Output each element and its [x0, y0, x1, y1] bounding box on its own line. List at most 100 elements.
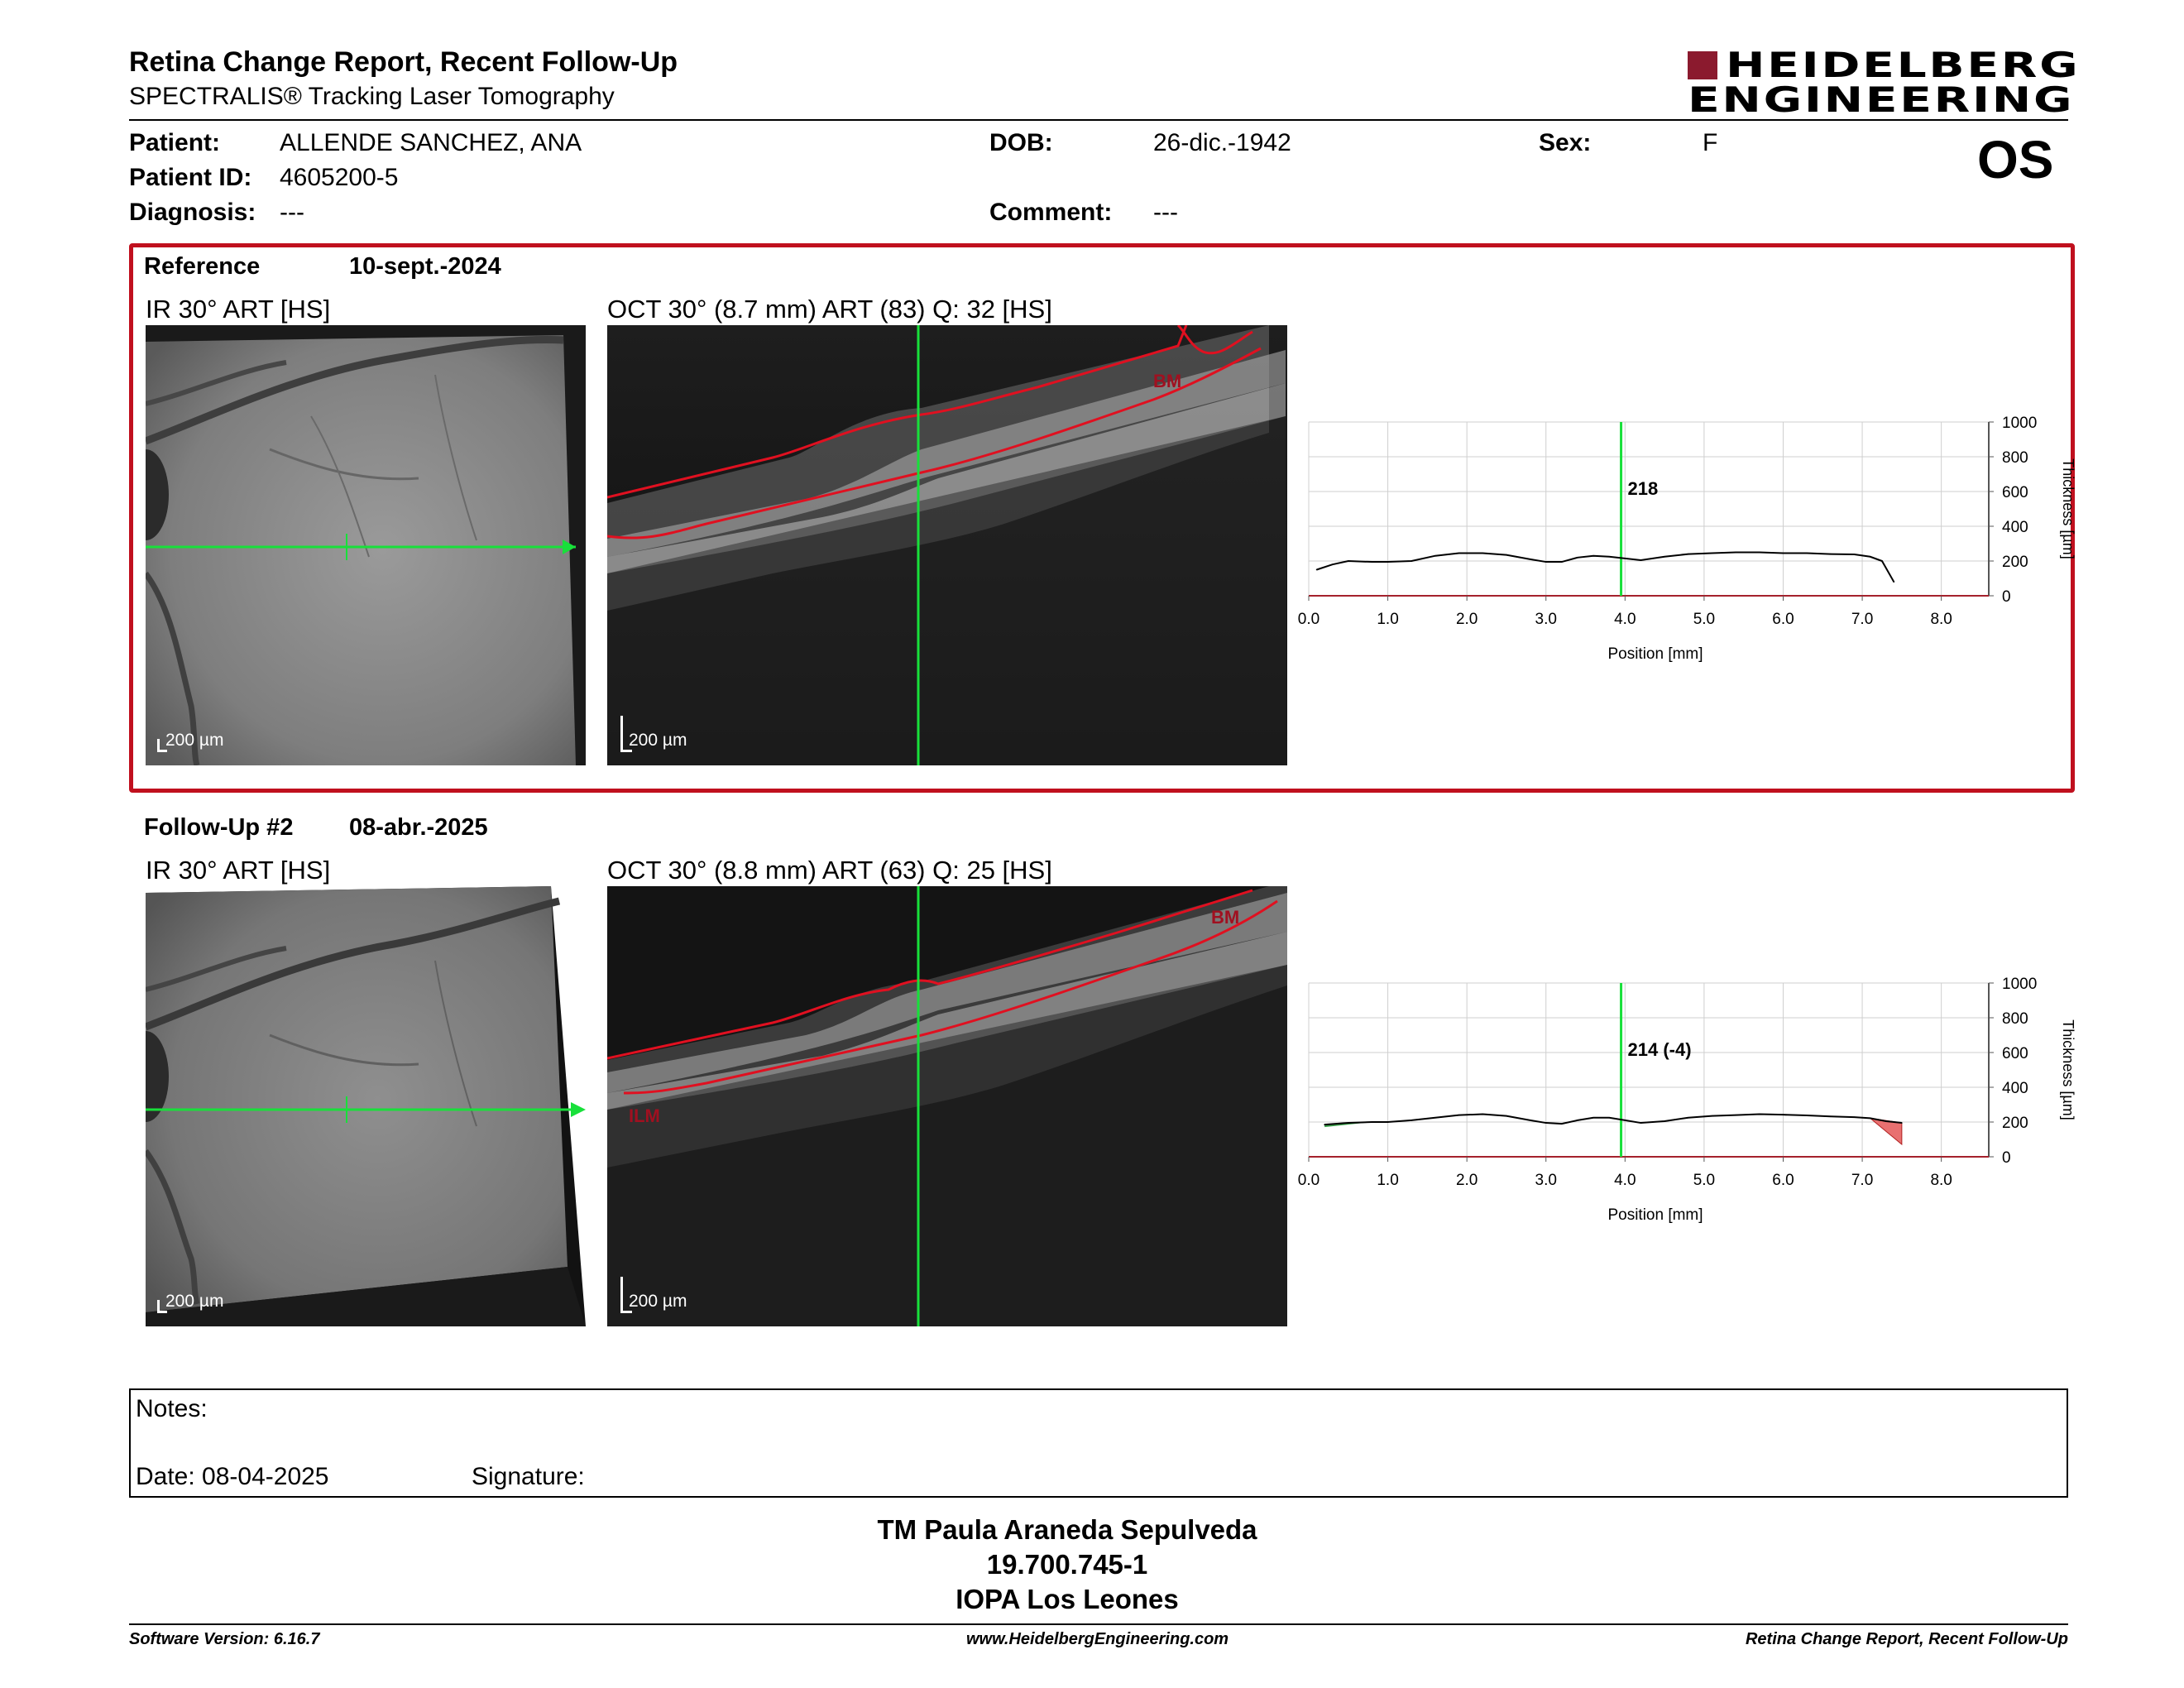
y-tick-label: 600	[2002, 1045, 2028, 1062]
thickness-data-point	[1640, 559, 1642, 561]
report-subtitle: SPECTRALIS® Tracking Laser Tomography	[129, 83, 615, 110]
logo-square-icon	[1688, 51, 1717, 79]
x-tick-label: 1.0	[1377, 1172, 1398, 1189]
x-tick-label: 5.0	[1693, 1172, 1715, 1189]
thickness-data-point	[1482, 1113, 1484, 1115]
reference-thickness-graph: 0.0 1.0 2.0 3.0 4.0 5.0 6.0 7.0 8.0 0 200 400 600 800…	[1298, 409, 2081, 674]
thickness-data-point	[1608, 555, 1611, 558]
thickness-data-point	[1592, 1116, 1594, 1119]
followup-oct-image: BM ILM 200 µm	[607, 886, 1287, 1326]
footer-software: Software Version: 6.16.7	[129, 1630, 320, 1648]
notes-box[interactable]	[129, 1388, 2068, 1498]
y-axis-label: Thickness [µm]	[2060, 1019, 2076, 1120]
reference-oct-caption: OCT 30° (8.7 mm) ART (83) Q: 32 [HS]	[607, 295, 1052, 324]
logo-line-2: ENGINEERING	[1688, 83, 2184, 117]
patient-id-value: 4605200-5	[280, 164, 399, 191]
thickness-data-point	[1410, 560, 1413, 562]
scale-bar-icon	[157, 1300, 167, 1313]
thickness-data-point	[1711, 1115, 1713, 1117]
scale-bar-icon	[620, 716, 632, 752]
thickness-data-point	[1664, 1120, 1665, 1122]
x-tick-label: 3.0	[1535, 1172, 1557, 1189]
thickness-data-point	[1324, 1124, 1325, 1125]
thickness-data-point	[1869, 555, 1871, 558]
report-title: Retina Change Report, Recent Follow-Up	[129, 46, 678, 78]
header-rule	[129, 119, 2068, 121]
signer-org: IOPA Los Leones	[956, 1584, 1179, 1614]
thickness-data-point	[1881, 560, 1883, 562]
x-tick-label: 8.0	[1930, 1172, 1952, 1189]
thickness-data-point	[1759, 1113, 1760, 1115]
oct-bscan-svg: BM	[607, 325, 1287, 765]
ir-fundus-svg	[146, 886, 586, 1326]
thickness-data-point	[1410, 1120, 1413, 1121]
ir-fundus-svg	[146, 335, 576, 765]
footer-website[interactable]: www.HeidelbergEngineering.com	[966, 1630, 1229, 1648]
x-tick-label: 6.0	[1772, 1172, 1794, 1189]
thickness-data-point	[1869, 1117, 1871, 1120]
x-tick-label: 7.0	[1851, 1172, 1873, 1189]
reference-ir-scale: 200 µm	[157, 731, 223, 755]
patient-label: Patient:	[129, 129, 221, 156]
thickness-data-point	[1545, 561, 1547, 563]
thickness-data-point	[1624, 558, 1626, 559]
thickness-data-point	[1687, 553, 1689, 555]
x-tick-label: 0.0	[1298, 611, 1320, 628]
thickness-data-point	[1853, 1116, 1856, 1118]
x-tick-label: 0.0	[1298, 1172, 1320, 1189]
thickness-data-point	[1830, 553, 1832, 555]
thickness-data-point	[1806, 552, 1808, 554]
reference-ir-caption: IR 30° ART [HS]	[146, 295, 331, 324]
thickness-data-point	[1806, 1115, 1808, 1116]
x-tick-label: 5.0	[1693, 611, 1715, 628]
y-tick-label: 800	[2002, 1010, 2028, 1028]
thickness-data-point	[1782, 552, 1784, 554]
thickness-data-point	[1458, 552, 1460, 554]
sex-label: Sex:	[1539, 129, 1592, 156]
x-tick-label: 6.0	[1772, 611, 1794, 628]
scale-bar-icon	[157, 739, 167, 752]
thickness-data-point	[1331, 563, 1334, 565]
logo-line-1: HEIDELBERG	[1688, 48, 2078, 83]
dob-value: 26-dic.-1942	[1153, 129, 1291, 156]
followup-ir-image: 200 µm	[146, 886, 586, 1326]
thickness-data-point	[1387, 1121, 1389, 1123]
reference-bm-label: BM	[1153, 371, 1181, 391]
thickness-data-point	[1434, 1116, 1436, 1119]
followup-oct-caption: OCT 30° (8.8 mm) ART (63) Q: 25 [HS]	[607, 856, 1052, 885]
thickness-data-point	[1608, 1116, 1611, 1119]
thickness-data-point	[1735, 1114, 1736, 1116]
x-tick-label: 2.0	[1456, 611, 1478, 628]
thickness-data-point	[1561, 561, 1563, 563]
x-tick-label: 1.0	[1377, 611, 1398, 628]
thickness-data-point	[1371, 561, 1373, 563]
thickness-data-point	[1711, 552, 1713, 554]
thickness-data-point	[1315, 568, 1318, 571]
followup-bm-label: BM	[1211, 907, 1239, 928]
followup-date: 08-abr.-2025	[349, 814, 488, 841]
thickness-data-point	[1347, 1122, 1349, 1124]
thickness-data-point	[1577, 1120, 1578, 1121]
x-tick-label: 2.0	[1456, 1172, 1478, 1189]
footer-rule	[129, 1623, 2068, 1625]
followup-ir-scale: 200 µm	[157, 1292, 223, 1316]
thickness-data-point	[1482, 552, 1484, 554]
y-tick-label: 0	[2002, 588, 2011, 606]
y-tick-label: 0	[2002, 1149, 2011, 1167]
x-tick-label: 4.0	[1614, 1172, 1636, 1189]
thickness-data-point	[1561, 1123, 1563, 1125]
thickness-data-point	[1506, 554, 1507, 556]
thickness-data-point	[1592, 554, 1594, 557]
thickness-data-point	[1687, 1116, 1689, 1119]
thickness-data-point	[1387, 561, 1389, 563]
thickness-data-point	[1885, 1120, 1887, 1122]
signer-name: TM Paula Araneda Sepulveda	[877, 1514, 1257, 1545]
y-tick-label: 400	[2002, 519, 2028, 536]
thickness-data-point	[1545, 1122, 1547, 1124]
thickness-data-point	[1347, 560, 1349, 562]
diagnosis-label: Diagnosis:	[129, 199, 256, 226]
patient-id-label: Patient ID:	[129, 164, 252, 191]
thickness-chart-svg: 0.0 1.0 2.0 3.0 4.0 5.0 6.0 7.0 8.0 0 200 400 600 800…	[1298, 415, 2076, 663]
thickness-series-line	[1316, 551, 1895, 583]
logo-text-1: HEIDELBERG	[1726, 45, 2081, 85]
